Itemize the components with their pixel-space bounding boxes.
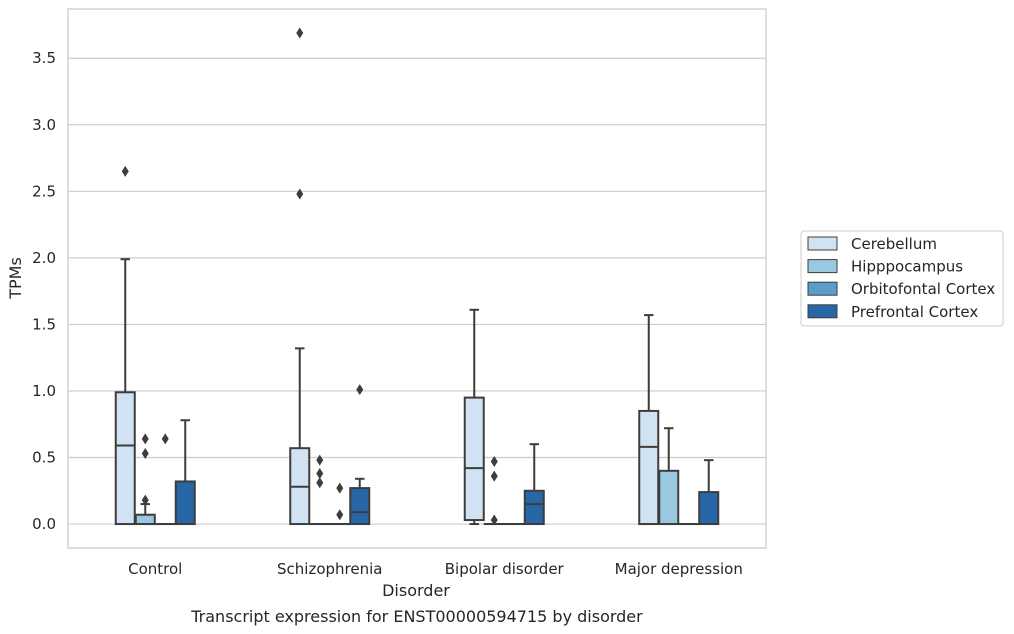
outlier-point bbox=[490, 514, 498, 526]
box bbox=[638, 409, 660, 526]
y-tick-label: 0.0 bbox=[32, 515, 56, 533]
box-group bbox=[289, 27, 371, 526]
outlier-point bbox=[141, 433, 149, 445]
y-tick-label: 2.5 bbox=[32, 182, 56, 200]
y-tick-label: 2.0 bbox=[32, 249, 56, 267]
plot-area-frame bbox=[67, 8, 767, 549]
legend-swatch bbox=[807, 259, 838, 274]
x-tick-label: Schizophrenia bbox=[277, 560, 382, 578]
outlier-point bbox=[141, 494, 149, 506]
legend-swatch bbox=[807, 304, 838, 319]
outlier-point bbox=[316, 454, 324, 466]
outlier-point bbox=[296, 27, 304, 39]
x-tick-labels: Control Schizophrenia Bipolar disorder Majo… bbox=[128, 560, 743, 578]
legend-label: Orbitofontal Cortex bbox=[851, 280, 995, 298]
outlier-point bbox=[356, 384, 364, 396]
box bbox=[174, 480, 196, 526]
x-axis-title: Disorder bbox=[382, 581, 450, 600]
box-group bbox=[638, 314, 720, 526]
outlier-point bbox=[296, 188, 304, 200]
outlier-point bbox=[336, 482, 344, 494]
outlier-point bbox=[316, 467, 324, 479]
box bbox=[463, 396, 485, 522]
outlier-point bbox=[316, 477, 324, 489]
legend-label: Hipppocampus bbox=[851, 258, 963, 276]
legend-swatch bbox=[807, 281, 838, 296]
y-tick-label: 1.5 bbox=[32, 315, 56, 333]
outlier-point bbox=[490, 470, 498, 482]
legend-label: Prefrontal Cortex bbox=[851, 303, 978, 321]
box bbox=[698, 491, 720, 526]
y-tick-label: 3.0 bbox=[32, 116, 56, 134]
outlier-point bbox=[121, 165, 129, 177]
box bbox=[114, 391, 136, 526]
outlier-point bbox=[161, 433, 169, 445]
box bbox=[349, 487, 371, 526]
x-tick-label: Control bbox=[128, 560, 182, 578]
y-tick-labels: 0.0 0.5 1.0 1.5 2.0 2.5 3.0 3.5 bbox=[32, 49, 56, 533]
legend: Cerebellum Hipppocampus Orbitofontal Corte… bbox=[800, 230, 1004, 327]
legend-swatch bbox=[807, 236, 838, 251]
box-group bbox=[114, 165, 196, 526]
outlier-point bbox=[336, 509, 344, 521]
box bbox=[134, 513, 156, 526]
y-tick-label: 3.5 bbox=[32, 49, 56, 67]
y-axis-title: TPMs bbox=[6, 257, 25, 300]
box-groups bbox=[114, 27, 720, 526]
box bbox=[658, 469, 680, 526]
y-tick-label: 0.5 bbox=[32, 449, 56, 467]
outlier-point bbox=[490, 455, 498, 467]
box-group bbox=[463, 308, 545, 526]
legend-label: Cerebellum bbox=[851, 235, 937, 253]
figure-caption: Transcript expression for ENST0000059471… bbox=[190, 607, 643, 626]
x-tick-label: Bipolar disorder bbox=[445, 560, 565, 578]
legend-frame bbox=[800, 230, 1004, 327]
box bbox=[523, 489, 545, 526]
y-tick-label: 1.0 bbox=[32, 382, 56, 400]
outlier-point bbox=[141, 448, 149, 460]
x-tick-label: Major depression bbox=[615, 560, 743, 578]
